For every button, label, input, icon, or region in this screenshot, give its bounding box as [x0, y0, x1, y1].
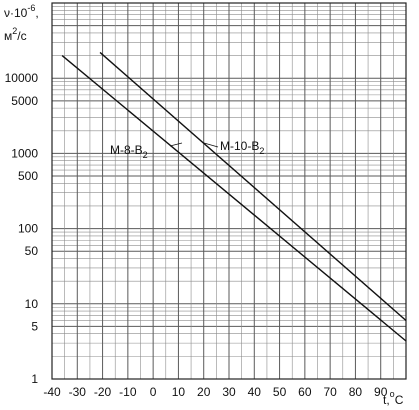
x-axis-label: t,oC [383, 389, 404, 407]
x-tick-label: 30 [222, 385, 236, 399]
y-tick-label: 10 [25, 297, 39, 311]
x-tick-label: -40 [43, 385, 61, 399]
x-tick-label: -10 [119, 385, 137, 399]
x-tick-label: 0 [150, 385, 157, 399]
x-tick-label: 10 [172, 385, 186, 399]
grid [51, 3, 407, 380]
y-tick-label: 5 [31, 319, 38, 333]
y-tick-label: 1000 [11, 146, 38, 160]
x-tick-label: 60 [298, 385, 312, 399]
series-layer [61, 51, 407, 342]
x-tick-label: -30 [69, 385, 87, 399]
series-label-leader-m8 [169, 142, 183, 147]
x-tick-label: -20 [94, 385, 112, 399]
plot-border [51, 2, 407, 380]
series-label-m8: M-8-B2 [110, 143, 148, 160]
tick-labels: -40 -30 -20 -10 0 10 20 30 40 50 60 70 80 90 1 5 10 50 100… [5, 71, 388, 399]
x-tick-label: 20 [197, 385, 211, 399]
x-tick-label: 70 [323, 385, 337, 399]
series-line-0 [61, 55, 407, 342]
y-tick-label: 500 [18, 169, 38, 183]
x-tick-label: 50 [273, 385, 287, 399]
y-axis-label: ν·10-6, [4, 3, 39, 20]
series-line-1 [99, 51, 407, 322]
y-axis-unit: м2/с [4, 26, 27, 43]
x-tick-label: 40 [248, 385, 262, 399]
x-tick-label: 80 [349, 385, 363, 399]
y-tick-label: 50 [25, 244, 39, 258]
plot-frame [51, 2, 407, 380]
x-tick-label: 90 [374, 385, 388, 399]
y-tick-label: 5000 [11, 94, 38, 108]
y-tick-label: 10000 [5, 71, 39, 85]
y-tick-label: 100 [18, 222, 38, 236]
series-label-leader-m10 [203, 142, 219, 148]
series-label-m10: M-10-B2 [220, 139, 264, 156]
y-tick-label: 1 [31, 372, 38, 386]
